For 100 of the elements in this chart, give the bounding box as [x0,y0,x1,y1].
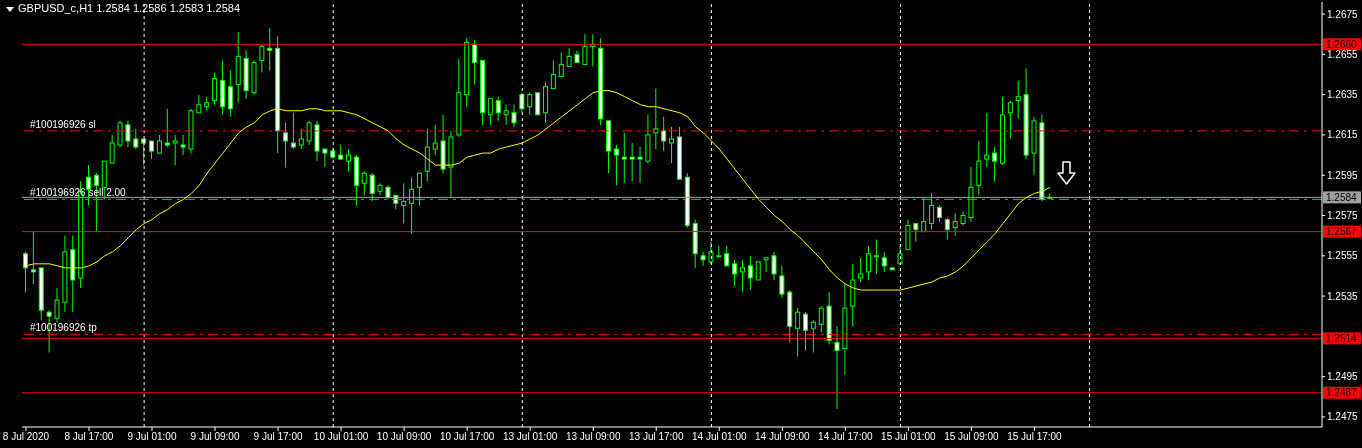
candlestick [810,319,816,353]
x-tick-label: 10 Jul 01:00 [313,431,369,443]
candlestick [858,257,864,283]
candlestick [929,192,935,231]
candlestick [227,69,233,118]
candlestick [803,311,808,351]
x-tick-label: 9 Jul 17:00 [253,431,303,443]
y-tick-label: 1.2675 [1327,8,1359,20]
ref-line-label: 1.2514 [1326,332,1358,344]
candlestick [763,257,769,273]
ref-line-label: 1.2584 [1326,191,1358,203]
candlestick [495,96,501,122]
candlestick [747,255,753,291]
candlestick [739,259,745,293]
candlestick [149,140,155,160]
candlestick [156,134,162,154]
x-tick-label: 8 Jul 2020 [2,431,50,443]
y-tick-label: 1.2535 [1327,290,1359,302]
candlestick [283,122,288,168]
candlestick [952,212,958,237]
candlestick [117,120,123,148]
candlestick [535,92,541,116]
candlestick [716,245,722,258]
candlestick [23,251,28,293]
ref-line-label: 1.2567 [1326,226,1358,238]
candlestick [873,239,879,275]
candlestick [834,325,840,410]
y-tick-label: 1.2635 [1327,89,1359,101]
candlestick [416,172,422,206]
x-tick-label: 10 Jul 09:00 [376,431,432,443]
candlestick [503,104,509,126]
x-tick-label: 14 Jul 09:00 [755,431,810,443]
candlestick [732,259,738,287]
x-tick-label: 14 Jul 01:00 [692,431,747,443]
candlestick [527,92,533,116]
candlestick [558,51,564,78]
candlestick [164,108,170,148]
candlestick [401,182,407,225]
candlestick [984,112,990,168]
candlestick [818,305,824,333]
candlestick [866,245,872,281]
x-tick-label: 15 Jul 09:00 [944,431,1000,443]
candlestick [921,196,927,233]
candlestick [290,112,296,150]
candlestick [409,176,415,235]
candlestick [700,251,706,267]
y-tick-label: 1.2555 [1327,250,1359,262]
candlestick [1015,80,1021,120]
y-tick-label: 1.2575 [1327,210,1359,222]
x-tick-label: 13 Jul 17:00 [628,431,684,443]
candlestick [487,98,493,126]
candlestick [708,241,714,265]
candlestick [944,217,950,241]
x-tick-label: 8 Jul 17:00 [64,431,114,443]
candlestick [322,148,328,168]
ref-line-label: #100196926 sl [30,118,96,130]
candlestick [881,251,887,273]
candlestick [613,144,619,186]
candlestick [653,88,659,150]
chart-title: GBPUSD_c,H1 1.2584 1.2586 1.2583 1.2584 [18,2,240,15]
candlestick [212,72,218,106]
candlestick [511,104,517,128]
candlestick [298,128,304,150]
candlestick [259,43,265,73]
candlestick [54,287,60,323]
candlestick [267,27,273,71]
candlestick [582,33,588,65]
candlestick [109,134,115,164]
y-tick-label: 1.2595 [1327,169,1359,181]
candlestick [661,116,667,152]
candlestick [992,146,998,182]
candlestick [133,128,139,150]
candlestick [180,134,186,156]
candlestick [369,172,375,202]
y-tick-label: 1.2655 [1327,48,1359,60]
candlestick [125,120,131,148]
x-tick-label: 14 Jul 17:00 [818,431,874,443]
x-tick-label: 15 Jul 01:00 [881,431,937,443]
candlestick [196,94,202,114]
ref-line-label: 1.2487 [1326,387,1358,399]
candlestick [795,307,801,357]
candlestick [432,124,438,156]
candlestick [1007,100,1013,140]
candlestick [755,261,761,281]
candlestick [306,120,312,146]
x-tick-label: 13 Jul 01:00 [502,431,558,443]
y-tick-label: 1.2615 [1327,129,1359,141]
x-tick-label: 10 Jul 17:00 [439,431,495,443]
candlestick [629,142,635,182]
x-tick-label: 9 Jul 01:00 [127,431,177,443]
candlestick [550,59,556,90]
candlestick [472,39,478,86]
candlestick [361,170,367,196]
candlestick [913,223,919,243]
candlestick [30,231,36,285]
candlestick [637,146,643,184]
candlestick [771,251,777,281]
candlestick [724,245,730,267]
candlestick [346,148,352,172]
candlestick [779,265,785,299]
